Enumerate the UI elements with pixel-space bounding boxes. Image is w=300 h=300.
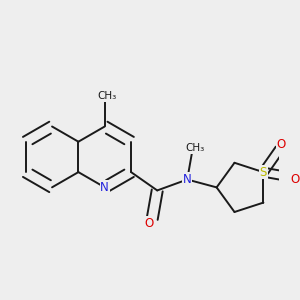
Text: CH₃: CH₃ [185, 143, 204, 153]
Text: O: O [277, 138, 286, 151]
Text: N: N [100, 181, 109, 194]
Text: N: N [183, 173, 192, 186]
Text: CH₃: CH₃ [98, 92, 117, 101]
Text: O: O [290, 173, 300, 186]
Text: O: O [145, 217, 154, 230]
Text: S: S [260, 166, 267, 179]
